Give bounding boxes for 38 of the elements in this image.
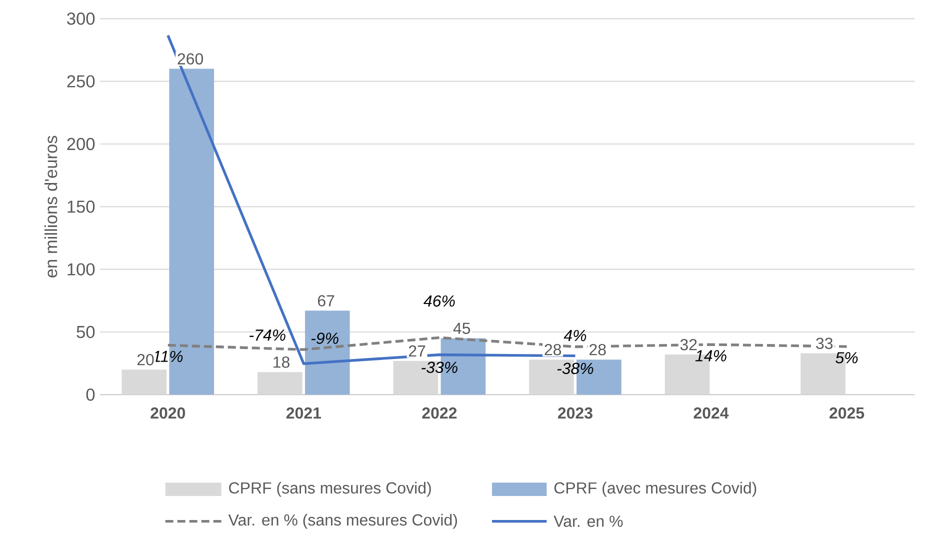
x-tick-label: 2024: [694, 408, 729, 419]
legend-label: CPRF (avec mesures Covid): [554, 482, 756, 497]
x-tick-label: 2023: [558, 408, 592, 419]
data-label: -33%: [422, 362, 458, 374]
y-tick-label: 150: [68, 200, 95, 213]
data-label: 260: [178, 53, 204, 65]
data-label: 11%: [152, 350, 183, 362]
x-tick-label: 2025: [830, 408, 864, 419]
data-label: 45: [453, 323, 470, 334]
y-axis-title: en millions d'euros: [44, 136, 58, 278]
data-label: 18: [274, 356, 290, 368]
y-tick-label: 200: [67, 138, 95, 150]
legend-label: Var. en %: [554, 516, 623, 528]
y-tick-label: 50: [76, 326, 95, 338]
data-label: 4%: [564, 330, 586, 342]
data-label: -38%: [557, 362, 594, 374]
data-label: -9%: [311, 332, 338, 344]
data-label: 33: [816, 338, 833, 350]
data-label: 28: [590, 344, 606, 356]
data-label: 14%: [695, 350, 726, 362]
x-tick-label: 2021: [286, 408, 322, 419]
y-tick-label: 100: [68, 263, 95, 276]
y-tick-label: 250: [67, 75, 95, 88]
x-tick-label: 2022: [422, 408, 457, 419]
data-label: 28: [544, 344, 562, 356]
data-label: 5%: [836, 352, 858, 364]
data-label: 46%: [424, 296, 455, 307]
data-label: -74%: [250, 330, 286, 341]
y-tick-label: 300: [67, 12, 95, 25]
data-label: 32: [680, 339, 697, 350]
legend-label: CPRF (sans mesures Covid): [229, 482, 431, 497]
y-tick-label: 0: [86, 388, 95, 401]
data-label: 67: [318, 295, 334, 307]
x-tick-label: 2020: [150, 408, 186, 419]
data-label: 27: [408, 346, 426, 357]
bar: [305, 310, 350, 395]
data-label: 20: [137, 354, 154, 366]
legend-label: Var. en % (sans mesures Covid): [228, 514, 457, 529]
